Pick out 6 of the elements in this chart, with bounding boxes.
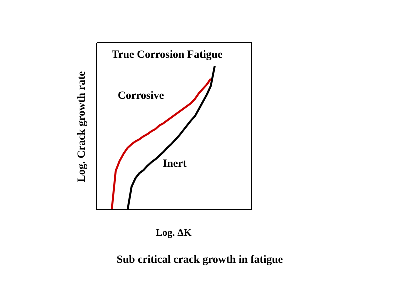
series-label: Corrosive [118,90,164,102]
text: Sub critical crack growth in fatigue [116,254,284,266]
text: True Corrosion Fatigue [112,49,223,61]
y-axis-title: Log. Crack growth rate [76,72,88,182]
x-axis-title: Log. ΔK [156,228,192,239]
series-label: Inert [163,158,187,170]
